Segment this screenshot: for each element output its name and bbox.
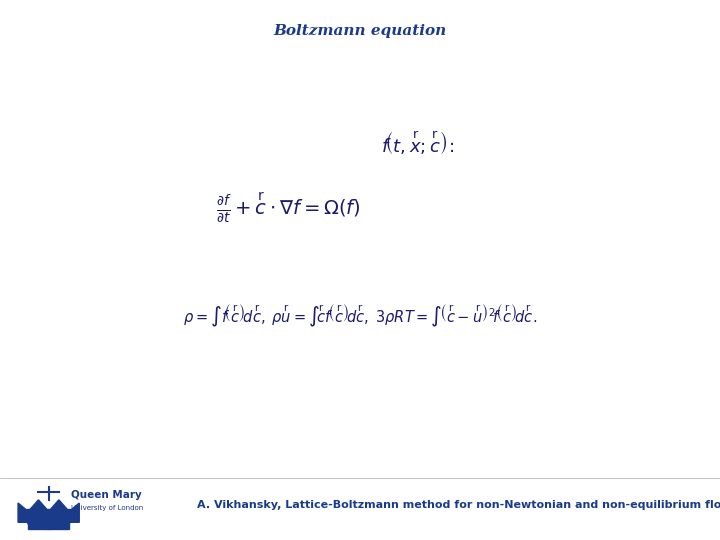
Circle shape bbox=[66, 509, 72, 514]
Polygon shape bbox=[18, 500, 79, 522]
Text: Boltzmann equation: Boltzmann equation bbox=[274, 24, 446, 38]
Circle shape bbox=[45, 509, 52, 514]
Text: $\frac{\partial f}{\partial t}+\overset{\mathsf{r}}{c}\cdot\nabla f=\Omega(f)$: $\frac{\partial f}{\partial t}+\overset{… bbox=[216, 191, 360, 225]
Text: $\rho=\int f\!\left(\overset{\mathsf{r}}{c}\right)\!d\overset{\mathsf{r}}{c},\;\: $\rho=\int f\!\left(\overset{\mathsf{r}}… bbox=[183, 302, 537, 329]
Text: A. Vikhansky, Lattice-Boltzmann method for non-Newtonian and non-equilibrium flo: A. Vikhansky, Lattice-Boltzmann method f… bbox=[197, 500, 720, 510]
Text: $f\!\left(t,\overset{\mathsf{r}}{x};\overset{\mathsf{r}}{c}\right)\!:$: $f\!\left(t,\overset{\mathsf{r}}{x};\ove… bbox=[381, 130, 454, 157]
Circle shape bbox=[25, 509, 32, 514]
Polygon shape bbox=[28, 522, 69, 529]
Text: University of London: University of London bbox=[71, 504, 143, 510]
Text: Queen Mary: Queen Mary bbox=[71, 490, 142, 500]
